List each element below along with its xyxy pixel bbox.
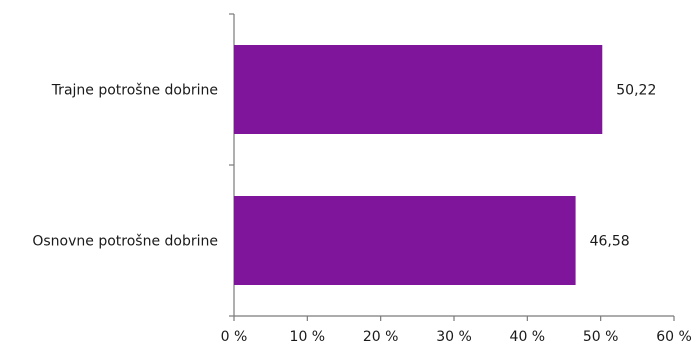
x-tick-label: 60 % <box>656 329 692 345</box>
bar <box>234 196 576 285</box>
x-tick-label: 40 % <box>510 329 546 345</box>
data-label: 46,58 <box>590 234 630 250</box>
x-tick-label: 50 % <box>583 329 619 345</box>
x-tick-label: 10 % <box>290 329 326 345</box>
chart-bars <box>234 45 603 285</box>
x-tick-label: 0 % <box>221 329 248 345</box>
x-tick-label: 20 % <box>363 329 399 345</box>
x-tick-label: 30 % <box>436 329 472 345</box>
category-label: Trajne potrošne dobrine <box>51 83 218 99</box>
x-tick-labels: 0 % 10 % 20 % 30 % 40 % 50 % 60 % <box>221 329 692 345</box>
category-label: Osnovne potrošne dobrine <box>32 234 218 250</box>
category-labels: Trajne potrošne dobrine Osnovne potrošne … <box>32 83 218 250</box>
data-label: 50,22 <box>616 83 656 99</box>
data-labels: 50,22 46,58 <box>590 83 657 250</box>
bar <box>234 45 603 134</box>
